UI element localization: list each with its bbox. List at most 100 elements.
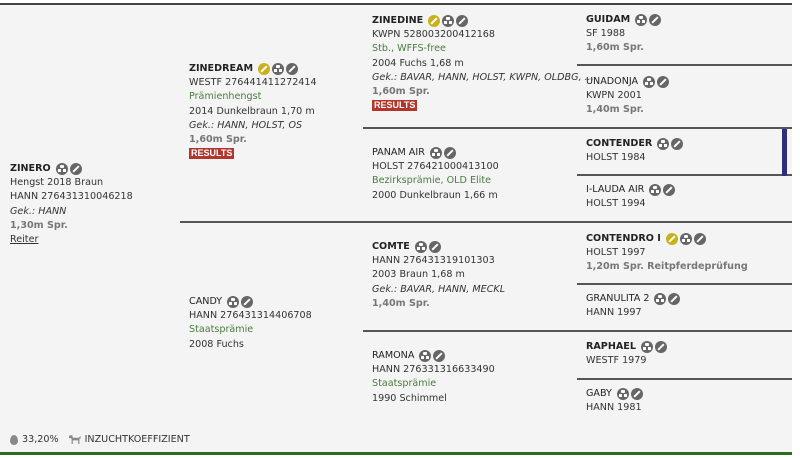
pedigree-icon[interactable]	[640, 341, 653, 354]
pedigree-icon[interactable]	[679, 233, 692, 246]
edit-highlight-icon[interactable]	[258, 63, 270, 76]
horse-sire: ZINEDREAM WESTF 276441411272414 Prämienh…	[189, 62, 317, 161]
horse-name[interactable]: CONTENDER	[586, 138, 653, 149]
horse-id: HANN 276431319101303	[372, 255, 495, 267]
horse-name[interactable]: GABY	[586, 388, 612, 399]
horse-info: HOLST 1994	[586, 198, 646, 210]
horse-award: Stb., WFFS-free	[372, 43, 446, 55]
horse-spr: 1,60m Spr.	[586, 42, 644, 54]
horse-award: Staatsprämie	[372, 378, 437, 390]
pedigree-icon[interactable]	[272, 63, 284, 76]
horse-name[interactable]: CANDY	[189, 296, 223, 307]
horse-sire-dam: PANAM AIR HOLST 276421000413100 Bezirksp…	[372, 146, 499, 203]
edit-icon[interactable]	[428, 241, 441, 254]
divider	[577, 64, 792, 66]
horse-sire-sire: ZINEDINE KWPN 528003200412168 Stb., WFFS…	[372, 14, 594, 113]
edit-icon[interactable]	[654, 341, 667, 354]
horse-subject: ZINERO Hengst 2018 Braun HANN 2764313100…	[10, 162, 133, 247]
horse-id: HANN 276431310046218	[10, 191, 133, 203]
horse-info: HANN 1997	[586, 307, 642, 319]
horse-name[interactable]: PANAM AIR	[372, 147, 425, 158]
horse-info: 2000 Dunkelbraun 1,66 m	[372, 189, 498, 201]
results-button[interactable]: RESULTS	[372, 100, 418, 112]
divider	[577, 174, 792, 176]
horse-name[interactable]: GUIDAM	[586, 14, 631, 25]
horse-award: Bezirksprämie, OLD Elite	[372, 175, 491, 187]
edit-highlight-icon[interactable]	[428, 15, 441, 28]
edit-icon[interactable]	[663, 184, 676, 197]
divider	[363, 127, 792, 129]
edit-icon[interactable]	[649, 14, 662, 27]
divider	[577, 378, 792, 380]
horse-spr: 1,60m Spr.	[372, 86, 430, 98]
horse-name[interactable]: COMTE	[372, 241, 410, 252]
edit-icon[interactable]	[657, 76, 670, 89]
pedigree-icon[interactable]	[643, 76, 656, 89]
ancestor-granulita: GRANULITA 2 HANN 1997	[586, 292, 681, 320]
horse-name[interactable]: ZINEDREAM	[189, 63, 253, 74]
pedigree-icon[interactable]	[429, 147, 442, 160]
horse-gek: Gek.: HANN, HOLST, OS	[189, 119, 303, 131]
horse-info: 2003 Braun 1,68 m	[372, 269, 465, 281]
horse-name[interactable]: I-LAUDA AIR	[586, 184, 645, 195]
ancestor-raphael: RAPHAEL WESTF 1979	[586, 340, 667, 368]
horse-info: HOLST 1984	[586, 152, 646, 164]
horse-info: KWPN 2001	[586, 90, 642, 102]
results-button[interactable]: RESULTS	[189, 148, 235, 160]
ancestor-i-lauda-air: I-LAUDA AIR HOLST 1994	[586, 183, 676, 211]
horse-info: Hengst 2018 Braun	[10, 177, 104, 189]
horse-name[interactable]: RAPHAEL	[586, 341, 636, 352]
pedigree-icon[interactable]	[227, 296, 240, 309]
pedigree-icon[interactable]	[419, 350, 432, 363]
pedigree-icon[interactable]	[414, 241, 427, 254]
divider	[577, 283, 792, 285]
horse-info: SF 1988	[586, 28, 626, 40]
drop-icon	[10, 434, 18, 445]
horse-dam-dam: RAMONA HANN 276331316633490 Staatsprämie…	[372, 349, 495, 406]
edit-icon[interactable]	[69, 163, 82, 176]
edit-icon[interactable]	[286, 63, 298, 76]
pedigree-chart: ZINERO Hengst 2018 Braun HANN 2764313100…	[0, 3, 792, 455]
horse-gek: Gek.: BAVAR, HANN, MECKL	[372, 283, 506, 295]
pedigree-icon[interactable]	[55, 163, 68, 176]
horse-name[interactable]: ZINERO	[10, 163, 51, 174]
edit-icon[interactable]	[443, 147, 456, 160]
edit-icon[interactable]	[630, 388, 643, 401]
ancestor-gaby: GABY HANN 1981	[586, 387, 643, 415]
horse-name[interactable]: UNADONJA	[586, 76, 639, 87]
pedigree-icon[interactable]	[654, 293, 667, 306]
edit-icon[interactable]	[241, 296, 254, 309]
divider	[363, 330, 792, 332]
pedigree-icon[interactable]	[616, 388, 629, 401]
edit-icon[interactable]	[433, 350, 446, 363]
horse-name[interactable]: CONTENDRO I	[586, 233, 661, 244]
horse-gek: Gek.: HANN	[10, 205, 67, 217]
horse-spr: 1,60m Spr.	[189, 134, 247, 146]
horse-info: 1990 Schimmel	[372, 392, 447, 404]
pedigree-icon[interactable]	[649, 184, 662, 197]
horse-award: Staatsprämie	[189, 324, 254, 336]
horse-dam-sire: COMTE HANN 276431319101303 2003 Braun 1,…	[372, 240, 505, 311]
horse-id: HANN 276431314406708	[189, 310, 312, 322]
horse-info: HOLST 1997	[586, 247, 646, 259]
inbreeding-footer: 33,20% INZUCHTKOEFFIZIENT	[10, 434, 190, 445]
edit-icon[interactable]	[668, 293, 681, 306]
horse-id: HANN 276331316633490	[372, 364, 495, 376]
horse-name[interactable]: RAMONA	[372, 350, 415, 361]
horse-name[interactable]: GRANULITA 2	[586, 293, 650, 304]
edit-highlight-icon[interactable]	[665, 233, 678, 246]
selected-indicator	[782, 129, 787, 176]
horse-info: WESTF 1979	[586, 355, 647, 367]
inbreeding-percent: 33,20%	[22, 434, 59, 445]
horse-spr: 1,30m Spr.	[10, 219, 68, 231]
pedigree-icon[interactable]	[442, 15, 455, 28]
edit-icon[interactable]	[456, 15, 469, 28]
edit-icon[interactable]	[693, 233, 706, 246]
horse-name[interactable]: ZINEDINE	[372, 15, 424, 26]
edit-icon[interactable]	[671, 138, 684, 151]
pedigree-icon[interactable]	[635, 14, 648, 27]
reiter-link[interactable]: Reiter	[10, 234, 39, 246]
horse-id: HOLST 276421000413100	[372, 161, 499, 173]
inbreeding-label[interactable]: INZUCHTKOEFFIZIENT	[84, 434, 190, 445]
pedigree-icon[interactable]	[657, 138, 670, 151]
